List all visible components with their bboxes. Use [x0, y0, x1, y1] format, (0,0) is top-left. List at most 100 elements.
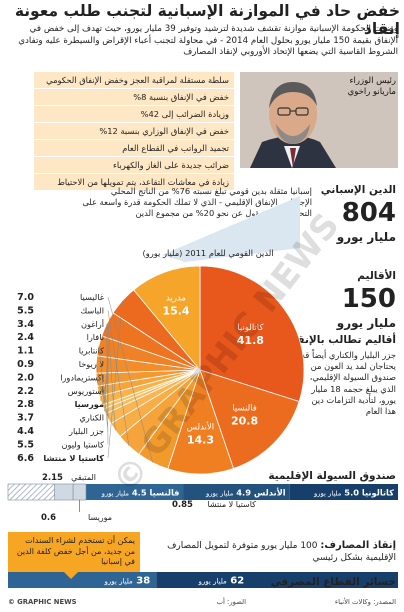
pie-leader-line	[107, 323, 116, 431]
pie-slice-value: 6.6	[17, 453, 34, 464]
loss-segment-label: 62 مليار يورو	[198, 576, 245, 587]
banks-heading-text: 100 مليار يورو متوفرة لتمويل المصارف الإ…	[167, 541, 396, 563]
fund-segment-value: 2.15	[42, 473, 63, 483]
pie-caption: الدين القومي للعام 2011 (مليار يورو)	[142, 248, 273, 258]
photo-caption-role: رئيس الوزراء	[349, 76, 396, 86]
pie-leader-line	[107, 310, 130, 446]
fund-segment-value: 0.85	[172, 500, 193, 510]
pie-slice-value: 7.0	[17, 292, 34, 303]
pie-slice-value: 4.4	[17, 426, 34, 437]
pie-slice-value: 2.4	[17, 332, 34, 343]
fund-segment	[183, 484, 290, 500]
fund-segment	[289, 484, 398, 500]
pie-slice-value: 5.5	[17, 439, 34, 450]
pie-slice-label: كاستيا لا منتشا	[43, 453, 104, 463]
fund-heading: صندوق السيولة الإقليمية	[268, 470, 396, 482]
fund-segment	[54, 483, 74, 501]
measure-item: زيادة في معاشات التقاعد، يتم تمويلها من …	[34, 174, 234, 191]
measure-item: تجميد الرواتب في القطاع العام	[34, 140, 234, 157]
fund-segment	[86, 484, 184, 500]
fund-segment-label: الأندلس 4.9 مليار يورو	[205, 488, 286, 499]
portrait-illustration	[240, 72, 398, 168]
regions-heading: أقاليم تطالب بالإنقاذ	[288, 334, 396, 346]
fund-segment-label: المتبقي	[71, 473, 96, 482]
loss-segment-label: 38 مليار يورو	[104, 576, 151, 587]
pie-slice-label: نافارا	[87, 332, 104, 342]
pie-leader-line	[95, 364, 109, 418]
pie-leader-line	[100, 377, 109, 401]
pie-slice-value: 15.4	[162, 304, 189, 317]
banks-heading-bold: إنقاذ المصارف:	[320, 540, 396, 551]
fund-segment-label: موريسا	[88, 513, 112, 522]
pie-slice-label: أستوريوس	[68, 386, 104, 396]
measure-item: ضرائب جديدة على الغاز والكهرباء	[34, 157, 234, 174]
pie-slice-label: الكناري	[79, 413, 104, 423]
bond-callout: يمكن أن تستخدم لشراء السندات من جديد، من…	[8, 532, 140, 578]
debt-value: 804	[341, 198, 396, 228]
pie-slice-value: 2.2	[17, 386, 34, 397]
measure-item: خفض في الإنفاق الوزاري بنسبة 12%	[34, 123, 234, 140]
pie-leader-line	[107, 296, 153, 463]
loss-segment	[156, 572, 398, 588]
regions-unit: مليار يورو	[336, 316, 396, 330]
pie-leader-line	[107, 300, 123, 458]
pie-slice-label: الأندلس	[187, 421, 214, 432]
pie-slice	[199, 369, 300, 469]
brand-mark: © GRAPHIC NEWS	[8, 598, 77, 606]
photo-caption-name: ماريانو راخوي	[347, 87, 396, 97]
intro-text: وضعت الحكومة الإسبانية موازنة تقشف شديدة…	[18, 24, 398, 57]
losses-heading: خسائر القطاع المصرفي	[270, 576, 396, 588]
pie-slice-label: جزر البليار	[68, 426, 104, 436]
pie-slice-label: فالنسيا	[232, 404, 257, 414]
pie-slice-value: 5.5	[17, 305, 34, 316]
pie-slice	[133, 265, 201, 372]
fund-segment-label: كاستيا لا منتشا	[207, 500, 256, 509]
pie-slice-value: 41.8	[237, 334, 264, 347]
liquidity-fund-bar: كاتالونيا 5.0 مليار يورو الأندلس 4.9 مليا…	[7, 473, 398, 523]
pie-slice-label: مدريد	[166, 293, 186, 303]
fund-segment-value: 0.6	[41, 513, 56, 523]
banks-heading: إنقاذ المصارف: 100 مليار يورو متوفرة لتم…	[136, 540, 396, 564]
debt-wedge	[162, 196, 300, 262]
regions-value: 150	[341, 284, 396, 314]
pie-slice-value: 1.1	[17, 346, 34, 357]
pie-slice-value: 3.7	[17, 413, 34, 424]
pie-slice-label: كانتابريا	[79, 346, 104, 356]
fund-segment	[7, 483, 55, 501]
pie-leader-line	[98, 345, 109, 432]
bank-losses-bar: 62 مليار يورو 38 مليار يورو	[8, 572, 398, 588]
source-credit: المصدر: وكالات الأنباء	[334, 598, 396, 606]
prime-minister-photo	[240, 72, 398, 168]
measures-list: سلطة مستقلة لمراقبة العجز وخفض الإنفاق ا…	[34, 72, 234, 191]
debt-unit: مليار يورو	[336, 230, 396, 244]
measure-item: وزيادة الضرائب إلى 42%	[34, 106, 234, 123]
pie-slice-value: 2.0	[17, 372, 34, 383]
measure-item: خفض في الإنفاق بنسبة 8%	[34, 89, 234, 106]
regions-description: جزر البليار والكناري أيضاً قد يحتاجان لم…	[301, 350, 396, 417]
debt-label: الدين الإسباني	[320, 184, 396, 196]
pie-slice-label: إكستريمادورا	[60, 372, 104, 383]
page-title: خفض حاد في الموازنة الإسبانية لتجنب طلب …	[14, 2, 400, 38]
pie-slice-label: أراغون	[81, 319, 104, 329]
pie-slice-value: 3.4	[17, 319, 34, 330]
pie-slice-value: 2.8	[17, 399, 34, 410]
pie-slice-value: 20.8	[231, 415, 258, 428]
fund-segment	[72, 483, 87, 501]
pie-slice-label: غاليسيا	[80, 292, 105, 302]
photo-credit: الصور: أب	[216, 598, 246, 606]
pie-slice-value: 14.3	[187, 433, 214, 446]
measure-item: سلطة مستقلة لمراقبة العجز وخفض الإنفاق ا…	[34, 72, 234, 89]
fund-segment-label: فالنسيا 4.5 مليار يورو	[101, 488, 180, 498]
pie-slice-label: لا ريوخا	[79, 359, 104, 369]
fund-segment-label: كاتالونيا 5.0 مليار يورو	[313, 488, 394, 499]
pie-leader-line	[104, 350, 109, 412]
pie-slice-label: الباسك	[81, 305, 105, 315]
pie-slice-label: كاستيا وليون	[62, 439, 105, 449]
pie-slice	[199, 265, 305, 403]
pie-slice-value: 0.9	[17, 359, 34, 370]
pie-leader-line	[106, 323, 109, 445]
photo-caption: رئيس الوزراء ماريانو راخوي	[348, 76, 396, 98]
